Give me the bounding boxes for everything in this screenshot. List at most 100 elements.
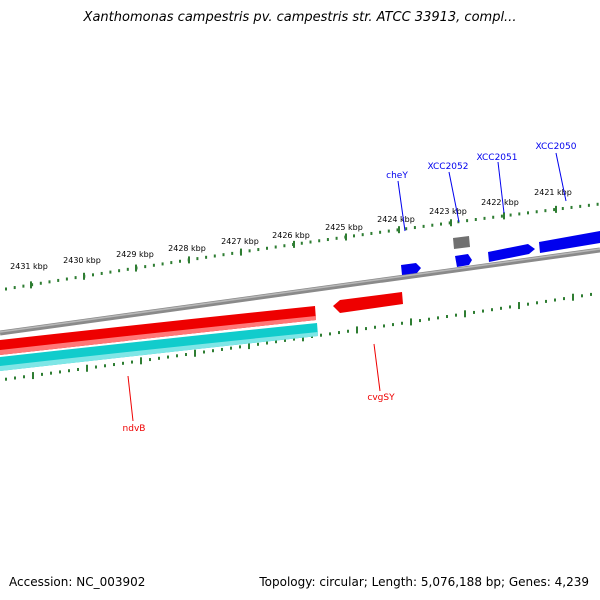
- minor-tick: [455, 313, 457, 317]
- minor-tick: [579, 204, 582, 208]
- minor-tick: [457, 220, 460, 224]
- gene-XCC2051[interactable]: [488, 244, 535, 262]
- minor-tick: [405, 227, 408, 231]
- minor-tick: [283, 244, 286, 248]
- minor-tick: [500, 306, 502, 310]
- label-XCC2051: XCC2051: [477, 153, 518, 163]
- gene-XCC2050[interactable]: [539, 231, 600, 253]
- scale-label: 2428 kbp: [168, 244, 206, 253]
- major-tick: [518, 302, 520, 310]
- major-tick: [83, 272, 85, 280]
- minor-tick: [74, 276, 77, 280]
- minor-tick: [65, 277, 68, 281]
- minor-tick: [161, 262, 164, 266]
- minor-tick: [239, 345, 241, 349]
- minor-tick: [158, 356, 160, 360]
- minor-tick: [361, 233, 364, 237]
- minor-tick: [596, 202, 599, 206]
- reverse-genes: [0, 292, 403, 371]
- scale-label: 2423 kbp: [429, 207, 467, 216]
- minor-tick: [440, 222, 442, 226]
- minor-tick: [14, 376, 16, 380]
- minor-tick: [39, 281, 42, 285]
- minor-tick: [353, 234, 355, 238]
- gene-ndvB-shade: [0, 316, 316, 355]
- minor-tick: [446, 315, 448, 319]
- major-tick: [555, 205, 557, 213]
- minor-tick: [48, 280, 51, 284]
- minor-tick: [563, 297, 565, 301]
- major-tick: [572, 293, 574, 301]
- backbone-highlight: [0, 248, 600, 333]
- label-cvgSY: cvgSY: [367, 393, 395, 403]
- gene-XCC2052-grey[interactable]: [453, 236, 470, 249]
- minor-tick: [320, 333, 322, 337]
- minor-tick: [77, 367, 79, 371]
- minor-tick: [509, 213, 512, 217]
- major-tick: [140, 357, 142, 365]
- minor-tick: [473, 310, 475, 314]
- minor-tick: [152, 263, 155, 267]
- minor-tick: [167, 355, 169, 359]
- scale-label: 2421 kbp: [534, 188, 572, 197]
- minor-tick: [392, 323, 394, 327]
- minor-tick: [561, 207, 564, 211]
- minor-tick: [379, 230, 382, 234]
- minor-tick: [68, 369, 70, 373]
- scale-label: 2424 kbp: [377, 215, 415, 224]
- minor-tick: [230, 346, 232, 350]
- minor-tick: [428, 317, 430, 321]
- minor-tick: [383, 324, 385, 328]
- major-tick: [30, 281, 32, 289]
- minor-tick: [370, 231, 373, 235]
- minor-tick: [185, 353, 187, 357]
- gene-cvgSY[interactable]: [333, 292, 403, 313]
- minor-tick: [419, 319, 421, 323]
- major-tick: [188, 256, 190, 264]
- major-tick: [240, 248, 242, 256]
- gene-XCC2052-b[interactable]: [455, 254, 472, 267]
- gene-rna-band-shade: [0, 332, 318, 371]
- minor-tick: [590, 292, 592, 296]
- major-tick: [398, 226, 400, 234]
- minor-tick: [518, 212, 521, 216]
- minor-tick: [335, 236, 338, 240]
- minor-tick: [492, 215, 495, 219]
- minor-tick: [536, 301, 538, 305]
- minor-tick: [126, 267, 129, 271]
- minor-tick: [338, 331, 340, 335]
- minor-tick: [387, 229, 390, 233]
- map-title: Xanthomonas campestris pv. campestris st…: [83, 10, 517, 25]
- major-tick: [135, 264, 137, 272]
- minor-tick: [5, 377, 7, 381]
- minor-tick: [482, 309, 484, 313]
- minor-tick: [179, 259, 181, 263]
- minor-tick: [374, 325, 376, 329]
- minor-tick: [203, 350, 205, 354]
- minor-tick: [437, 316, 439, 320]
- minor-tick: [527, 302, 529, 306]
- minor-tick: [326, 238, 329, 242]
- minor-tick: [365, 327, 367, 331]
- minor-tick: [248, 249, 251, 253]
- minor-tick: [329, 332, 331, 336]
- minor-tick: [544, 209, 547, 213]
- minor-tick: [554, 298, 556, 302]
- minor-tick: [413, 226, 416, 230]
- minor-tick: [318, 239, 321, 243]
- minor-tick: [474, 218, 477, 222]
- minor-tick: [266, 246, 268, 250]
- gene-cheY[interactable]: [401, 263, 421, 275]
- minor-tick: [205, 255, 208, 259]
- minor-tick: [31, 283, 34, 287]
- minor-tick: [293, 337, 295, 341]
- minor-tick: [570, 205, 573, 209]
- major-tick: [248, 342, 250, 350]
- minor-tick: [5, 287, 7, 291]
- major-tick: [410, 318, 412, 326]
- major-tick: [345, 233, 347, 241]
- minor-tick: [553, 208, 556, 212]
- minor-tick: [176, 354, 178, 358]
- minor-tick: [466, 219, 469, 223]
